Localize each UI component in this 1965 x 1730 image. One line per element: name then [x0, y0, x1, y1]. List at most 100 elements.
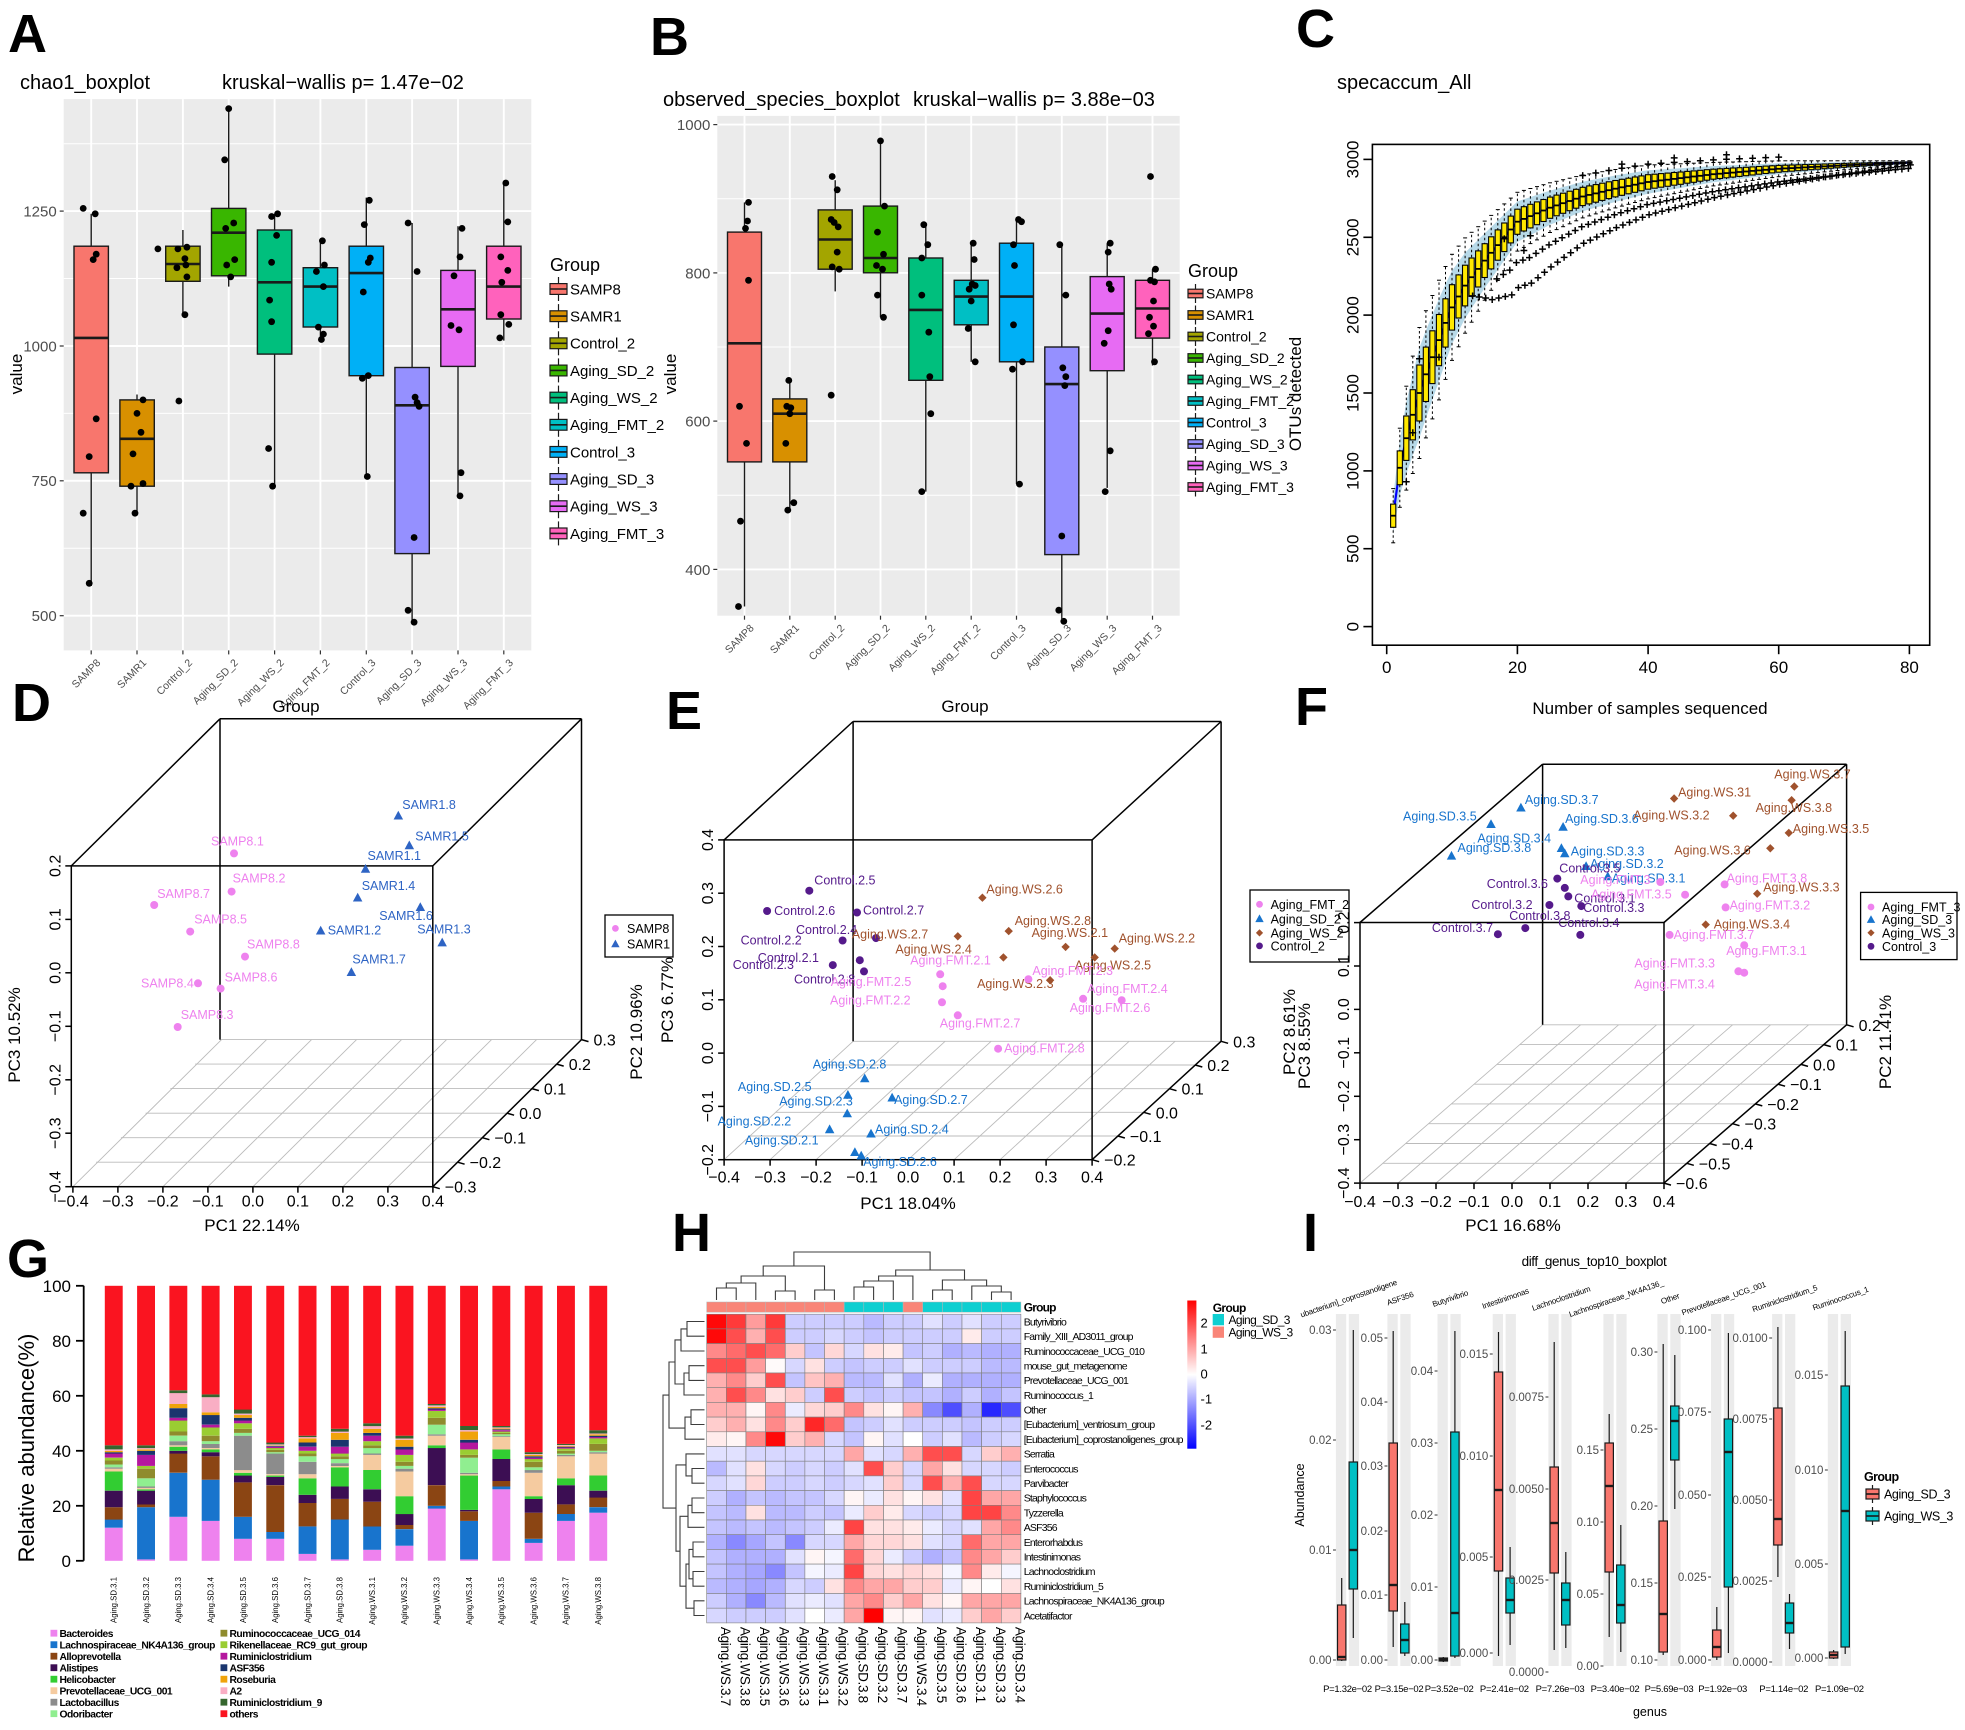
svg-text:SAMP8: SAMP8	[1206, 286, 1254, 302]
svg-text:Aging.FMT.3.1: Aging.FMT.3.1	[1726, 944, 1807, 958]
svg-text:500: 500	[1343, 535, 1362, 563]
svg-text:Aging_SD_3: Aging_SD_3	[1882, 913, 1952, 927]
svg-text:0.050: 0.050	[1678, 1490, 1707, 1502]
svg-text:Aging.SD.3.2: Aging.SD.3.2	[142, 1577, 151, 1623]
svg-text:P=3.52e−02: P=3.52e−02	[1425, 1684, 1474, 1695]
svg-text:−0.1: −0.1	[47, 1010, 64, 1042]
svg-text:Control.3.2: Control.3.2	[1471, 898, 1532, 912]
svg-text:Control.2.1: Control.2.1	[758, 951, 819, 965]
svg-text:0.25: 0.25	[1631, 1424, 1653, 1436]
svg-text:0.00: 0.00	[1577, 1661, 1599, 1673]
svg-text:0.4: 0.4	[1081, 1170, 1103, 1187]
svg-text:Aging_FMT_3: Aging_FMT_3	[1206, 479, 1294, 495]
svg-text:Control.2.5: Control.2.5	[814, 874, 875, 888]
svg-text:20: 20	[52, 1497, 71, 1516]
svg-text:kruskal−wallis p= 1.47e−02: kruskal−wallis p= 1.47e−02	[222, 72, 464, 94]
svg-text:−0.2: −0.2	[800, 1170, 832, 1187]
svg-text:0: 0	[62, 1552, 71, 1571]
svg-text:Alloprevotella: Alloprevotella	[60, 1652, 122, 1663]
svg-text:Aging.SD.2.4: Aging.SD.2.4	[875, 1123, 949, 1137]
svg-text:0.0050: 0.0050	[1733, 1495, 1768, 1507]
svg-text:0.3: 0.3	[377, 1194, 399, 1211]
svg-text:Control_3: Control_3	[1206, 415, 1267, 431]
svg-text:SAMR1.8: SAMR1.8	[402, 798, 456, 812]
svg-text:Abundance: Abundance	[1293, 1463, 1307, 1526]
svg-text:Aging_FMT_2: Aging_FMT_2	[1271, 898, 1350, 912]
svg-text:−0.3: −0.3	[1382, 1194, 1414, 1211]
svg-text:Roseburia: Roseburia	[230, 1675, 277, 1686]
svg-text:0.03: 0.03	[1309, 1325, 1331, 1337]
svg-text:0.0: 0.0	[47, 962, 64, 984]
svg-text:Control.3.6: Control.3.6	[1487, 877, 1548, 891]
svg-text:PC3 10.52%: PC3 10.52%	[5, 987, 24, 1082]
svg-text:−0.4: −0.4	[1344, 1194, 1376, 1211]
svg-text:PC2 10.96%: PC2 10.96%	[627, 984, 646, 1079]
svg-text:750: 750	[32, 473, 57, 490]
svg-text:Control_3: Control_3	[1882, 940, 1936, 954]
svg-text:Aging.FMT.2.8: Aging.FMT.2.8	[1004, 1042, 1085, 1056]
svg-text:-1: -1	[1201, 1392, 1213, 1407]
svg-text:Aging.SD.3.1: Aging.SD.3.1	[110, 1577, 119, 1623]
svg-text:Aging_WS_3: Aging_WS_3	[570, 499, 658, 516]
svg-text:0.000: 0.000	[1678, 1655, 1707, 1667]
svg-text:0.0: 0.0	[1336, 998, 1353, 1020]
svg-text:1: 1	[1201, 1342, 1208, 1357]
svg-text:500: 500	[32, 608, 57, 625]
svg-text:Alistipes: Alistipes	[60, 1664, 99, 1675]
svg-text:0.075: 0.075	[1678, 1407, 1707, 1419]
svg-text:Aging.FMT.2.7: Aging.FMT.2.7	[940, 1016, 1021, 1030]
svg-text:Serratia: Serratia	[1024, 1449, 1055, 1461]
svg-text:Aging.FMT.2.5: Aging.FMT.2.5	[831, 975, 912, 989]
svg-text:P=1.14e−02: P=1.14e−02	[1759, 1684, 1808, 1695]
svg-text:Aging.WS.2.4: Aging.WS.2.4	[895, 942, 971, 956]
svg-text:ASF356: ASF356	[1024, 1522, 1058, 1534]
svg-text:0.005: 0.005	[1795, 1559, 1824, 1571]
svg-text:Acetatifactor: Acetatifactor	[1024, 1610, 1073, 1622]
svg-text:Control.3.8: Control.3.8	[1509, 909, 1570, 923]
svg-text:0.0025: 0.0025	[1509, 1575, 1544, 1587]
svg-text:0.0: 0.0	[700, 1042, 717, 1064]
svg-text:0.1: 0.1	[1336, 955, 1353, 977]
svg-text:0.0050: 0.0050	[1509, 1484, 1544, 1496]
svg-text:1000: 1000	[23, 338, 56, 355]
svg-text:Aging.SD.2.7: Aging.SD.2.7	[894, 1093, 968, 1107]
svg-text:A: A	[8, 4, 47, 64]
svg-text:P=5.69e−03: P=5.69e−03	[1645, 1684, 1694, 1695]
svg-text:Aging.FMT.2.6: Aging.FMT.2.6	[1070, 1001, 1151, 1015]
svg-text:chao1_boxplot: chao1_boxplot	[20, 72, 151, 94]
svg-text:Aging.SD.2.8: Aging.SD.2.8	[813, 1058, 887, 1072]
svg-text:−0.4: −0.4	[1336, 1167, 1353, 1199]
svg-text:ASF356: ASF356	[230, 1664, 266, 1675]
svg-text:Prevotellaceae_UCG_001: Prevotellaceae_UCG_001	[1024, 1375, 1129, 1387]
svg-text:2000: 2000	[1343, 296, 1362, 334]
svg-text:Intestinimonas: Intestinimonas	[1024, 1552, 1081, 1564]
svg-text:0.2: 0.2	[989, 1170, 1011, 1187]
svg-text:0.0025: 0.0025	[1733, 1576, 1768, 1588]
svg-text:Aging.SD.3.3: Aging.SD.3.3	[993, 1627, 1008, 1703]
svg-text:SAMP8: SAMP8	[627, 922, 669, 936]
svg-text:−0.3: −0.3	[1745, 1117, 1777, 1134]
svg-text:Aging.WS.3.4: Aging.WS.3.4	[914, 1627, 929, 1707]
svg-text:−0.3: −0.3	[102, 1194, 134, 1211]
svg-text:PC3 6.77%: PC3 6.77%	[658, 957, 677, 1043]
svg-text:0.0075: 0.0075	[1509, 1392, 1544, 1404]
svg-text:Group: Group	[1213, 1301, 1246, 1315]
svg-text:−0.2: −0.2	[1767, 1097, 1799, 1114]
svg-text:−0.3: −0.3	[1336, 1124, 1353, 1156]
svg-text:Aging.WS.2.6: Aging.WS.2.6	[986, 883, 1062, 897]
svg-text:Aging.SD.3.8: Aging.SD.3.8	[1458, 841, 1532, 855]
svg-text:Aging.SD.3.4: Aging.SD.3.4	[1012, 1627, 1027, 1704]
svg-text:0.05: 0.05	[1361, 1333, 1383, 1345]
svg-text:0.00: 0.00	[1361, 1655, 1383, 1667]
svg-text:E: E	[666, 681, 702, 741]
svg-text:Aging.WS.3.5: Aging.WS.3.5	[497, 1576, 506, 1624]
svg-text:OTUs detected: OTUs detected	[1286, 337, 1305, 451]
svg-text:-2: -2	[1201, 1418, 1213, 1433]
svg-text:Other: Other	[1024, 1405, 1048, 1417]
svg-text:Aging.WS.3.1: Aging.WS.3.1	[368, 1577, 377, 1625]
svg-text:Aging_SD_2: Aging_SD_2	[1206, 350, 1285, 366]
svg-text:0.0: 0.0	[519, 1106, 541, 1123]
svg-text:Control.3.5: Control.3.5	[1559, 862, 1620, 876]
svg-text:0: 0	[1343, 622, 1362, 631]
svg-text:Control.3.3: Control.3.3	[1583, 901, 1644, 915]
